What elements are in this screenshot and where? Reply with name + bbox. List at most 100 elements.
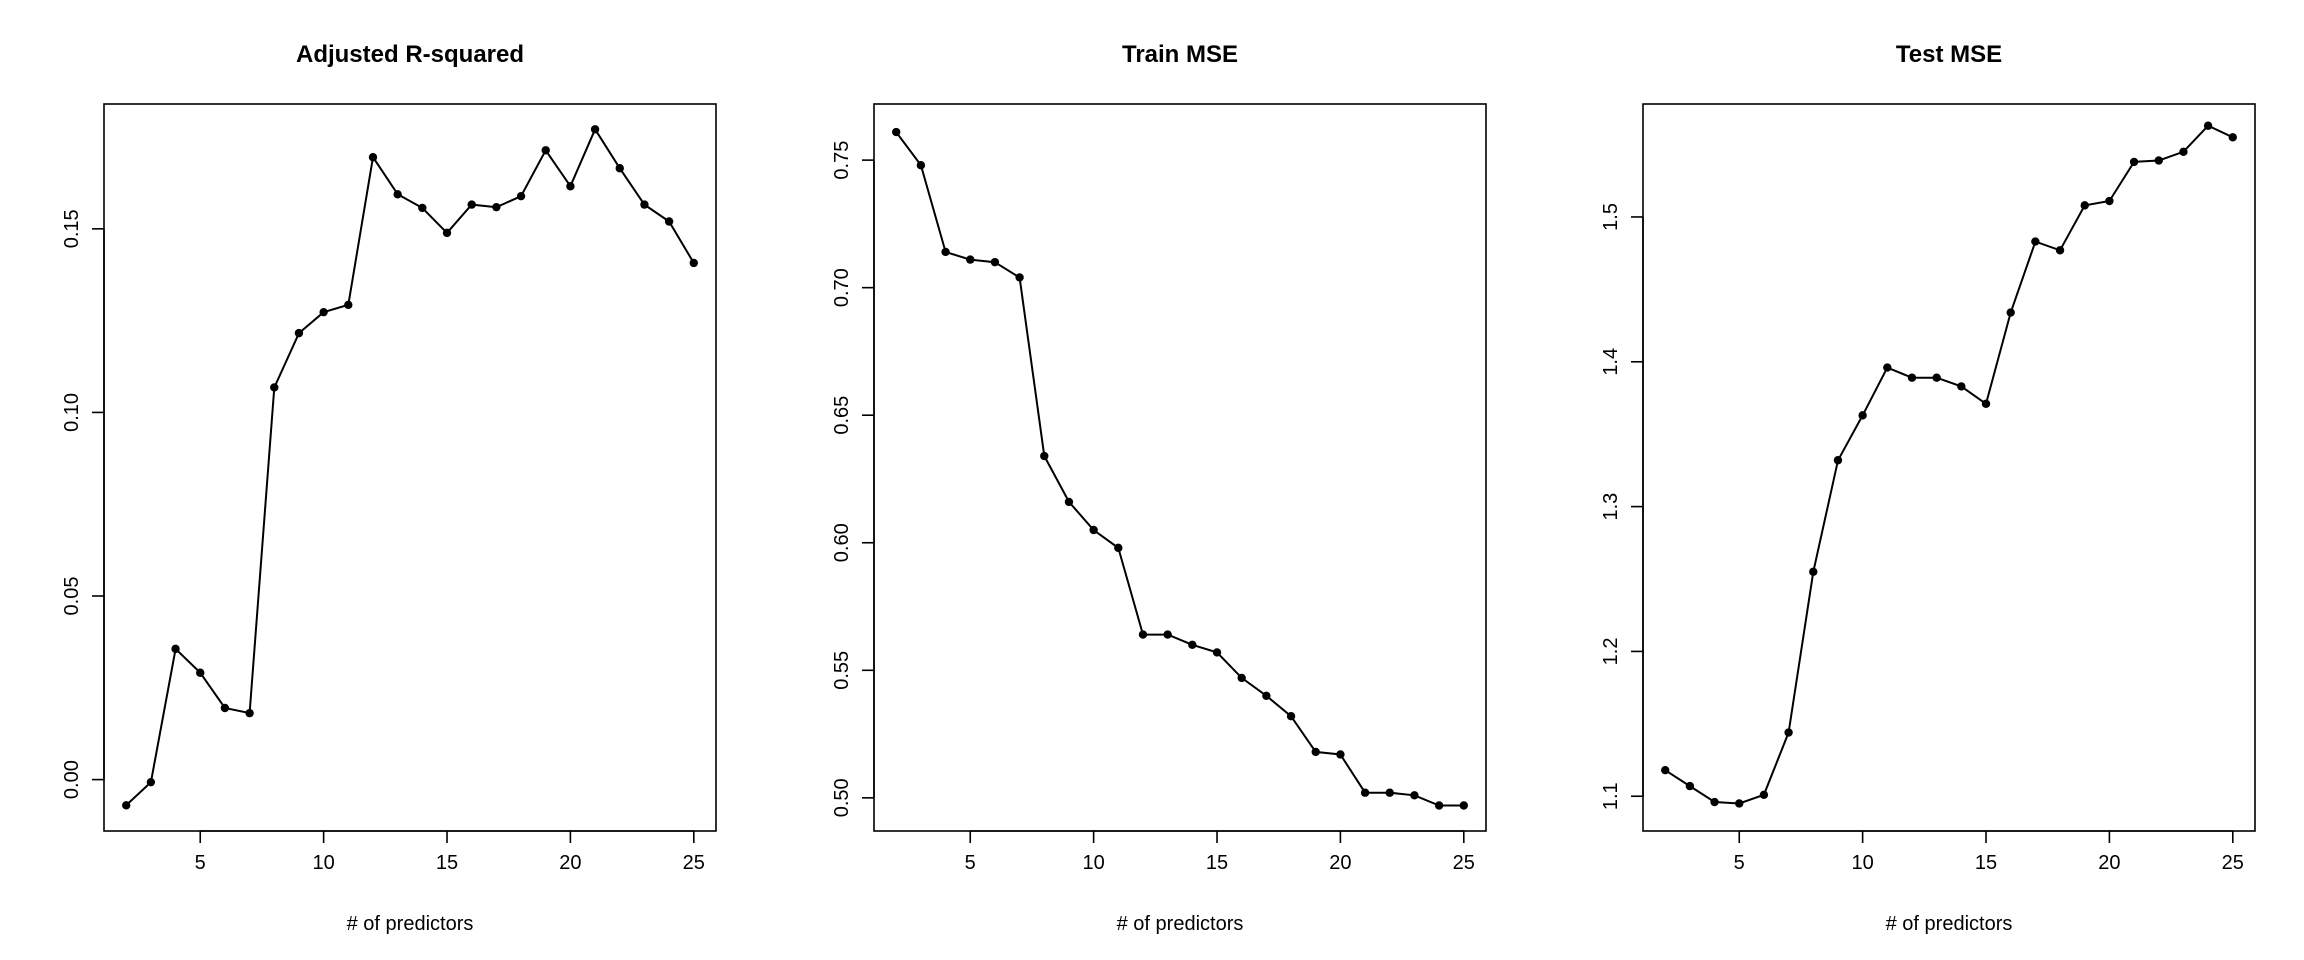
data-point (1759, 790, 1769, 799)
chart-panel-3: Test MSE # of predictors 5 10 15 20 25 1.1 1.2 1.… (1600, 41, 2256, 935)
x-tick-label: 10 (313, 852, 335, 874)
x-axis-label: # of predictors (347, 913, 474, 935)
data-point (941, 247, 950, 257)
data-point (689, 258, 698, 268)
x-axis-label: # of predictors (1886, 913, 2013, 935)
chart-title: Adjusted R-squared (296, 41, 524, 68)
data-point (2179, 147, 2188, 156)
data-point (2129, 157, 2139, 167)
x-tick-label: 15 (1975, 852, 1997, 874)
y-tick-label: 1.5 (1600, 203, 1622, 231)
data-point (1064, 497, 1074, 507)
data-point (1212, 648, 1222, 657)
data-point (1685, 781, 1695, 791)
data-point (418, 203, 427, 213)
y-tick-label: 0.00 (61, 760, 83, 799)
data-point (640, 200, 649, 209)
y-tick-label: 0.05 (61, 577, 83, 616)
data-point (590, 125, 600, 134)
data-point (319, 307, 328, 317)
chart-panel-2: Train MSE # of predictors 5 10 15 20 25 0.50 0.5… (831, 41, 1487, 935)
data-point (1262, 691, 1271, 701)
data-point (1311, 747, 1320, 757)
series-line (1664, 124, 2234, 805)
data-point (1385, 788, 1394, 797)
data-point (294, 328, 304, 338)
chart-title: Test MSE (1896, 41, 2002, 68)
data-point (393, 190, 402, 199)
data-point (566, 182, 575, 191)
data-point (1710, 797, 1719, 807)
y-tick-label: 1.1 (1600, 782, 1622, 810)
data-point (1188, 640, 1197, 649)
data-point (2055, 246, 2065, 255)
data-point (171, 644, 180, 654)
chart-title: Train MSE (1122, 41, 1238, 68)
y-tick-label: 0.15 (61, 209, 83, 248)
data-point (966, 255, 975, 264)
x-tick-label: 10 (1852, 852, 1874, 874)
data-point (492, 202, 501, 212)
x-tick-label: 25 (2222, 852, 2244, 874)
data-point (146, 777, 156, 787)
y-tick-label: 0.55 (831, 651, 853, 690)
data-point (1784, 728, 1793, 737)
data-point (1981, 399, 1991, 408)
data-point (1661, 765, 1670, 775)
data-point (1459, 801, 1468, 810)
data-point (1858, 411, 1867, 420)
y-tick-label: 0.50 (831, 778, 853, 817)
x-tick-label: 10 (1083, 852, 1105, 874)
x-tick-label: 25 (1453, 852, 1475, 874)
x-tick-label: 25 (683, 852, 705, 874)
y-tick-label: 0.65 (831, 396, 853, 435)
data-point (1336, 750, 1345, 759)
data-point (1163, 630, 1172, 639)
data-point (1286, 712, 1296, 721)
data-point (467, 200, 476, 209)
y-tick-label: 0.70 (831, 268, 853, 307)
x-tick-label: 5 (965, 852, 976, 874)
data-point (1410, 791, 1419, 800)
data-point (2006, 308, 2015, 317)
data-point (1015, 273, 1024, 282)
data-point (1932, 373, 1941, 382)
data-point (122, 801, 131, 810)
x-tick-label: 15 (436, 852, 458, 874)
series-line (895, 131, 1464, 807)
data-point (344, 300, 353, 310)
data-point (196, 668, 205, 677)
y-tick-label: 1.3 (1600, 493, 1622, 521)
data-point (2105, 196, 2114, 206)
data-point (516, 191, 526, 201)
data-point (1809, 567, 1818, 576)
y-tick-label: 1.2 (1600, 638, 1622, 666)
series-line (125, 127, 695, 807)
data-point (892, 127, 901, 137)
data-point (1434, 801, 1444, 810)
x-tick-label: 20 (1329, 852, 1351, 874)
data-point (1089, 525, 1098, 535)
plot-frame (103, 103, 717, 832)
data-point (916, 161, 926, 170)
data-point (1360, 788, 1370, 797)
data-point (2154, 156, 2163, 165)
plot-frame (1642, 103, 2256, 832)
x-tick-label: 15 (1206, 852, 1228, 874)
data-point (2203, 121, 2213, 130)
data-point (245, 708, 254, 718)
data-point (1114, 543, 1123, 553)
plot-frame (873, 103, 1487, 832)
x-tick-label: 20 (2098, 852, 2120, 874)
data-point (990, 257, 1000, 267)
y-tick-label: 0.60 (831, 523, 853, 562)
data-point (664, 217, 674, 226)
data-point (2228, 133, 2237, 142)
data-point (1735, 799, 1744, 808)
data-point (1138, 630, 1148, 639)
data-point (541, 146, 550, 155)
x-tick-label: 5 (195, 852, 206, 874)
data-point (270, 383, 279, 392)
data-point (368, 153, 378, 162)
